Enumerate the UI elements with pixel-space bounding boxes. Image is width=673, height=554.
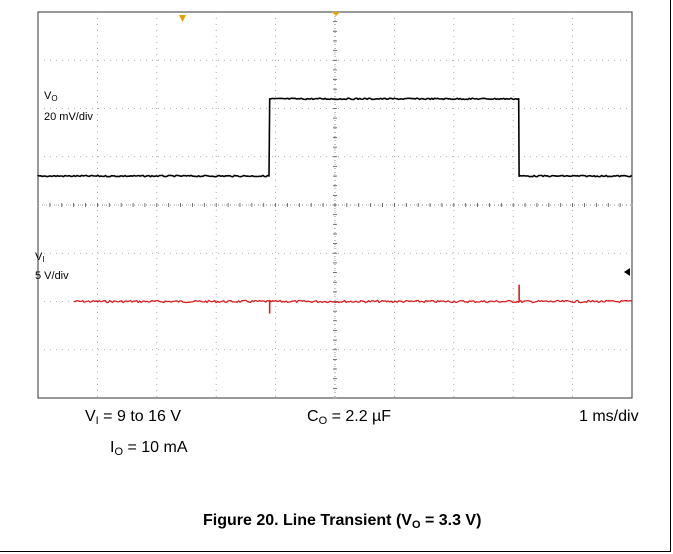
vi-trace <box>37 97 633 178</box>
output-capacitance-caption: CO = 2.2 µF <box>307 408 392 427</box>
vo-scale-label: 20 mV/div <box>44 111 93 123</box>
trigger-position-marker <box>179 15 186 22</box>
vo-trace <box>73 299 632 304</box>
channel-offset-marker <box>624 268 630 276</box>
vi-scale-label: 5 V/div <box>35 270 69 282</box>
timebase-caption: 1 ms/div <box>579 408 639 425</box>
input-voltage-range-caption: VI = 9 to 16 V <box>85 408 182 427</box>
output-current-caption: IO = 10 mA <box>110 439 188 458</box>
figure-caption: Figure 20. Line Transient (VO = 3.3 V) <box>203 512 482 531</box>
oscilloscope-plot <box>37 11 633 399</box>
trigger-level-marker <box>332 12 340 16</box>
vo-channel-label: VO <box>44 90 58 103</box>
vi-channel-label: VI <box>35 251 45 264</box>
